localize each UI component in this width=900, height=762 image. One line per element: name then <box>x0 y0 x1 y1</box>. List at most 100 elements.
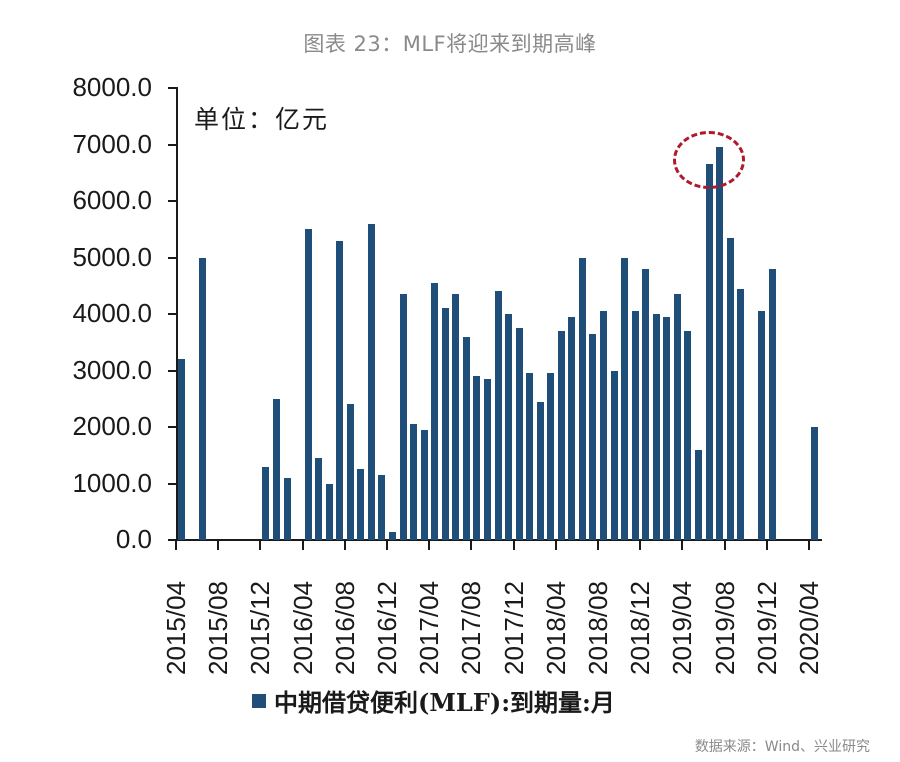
bar-2018-07 <box>589 333 597 540</box>
y-tick-mark <box>168 256 177 259</box>
bar-2018-05 <box>568 316 576 540</box>
bar-2018-04 <box>557 330 565 540</box>
bar-2019-03 <box>673 294 681 540</box>
unit-label: 单位：亿元 <box>194 105 330 134</box>
bar-2016-12 <box>389 531 396 540</box>
bar-2018-10 <box>621 257 629 540</box>
y-tick-mark <box>168 143 177 146</box>
x-tick-mark <box>386 540 388 550</box>
bar-2019-01 <box>652 314 660 540</box>
bar-2016-11 <box>378 475 386 540</box>
x-tick-label-text: 2019/12 <box>751 581 782 675</box>
x-tick-label-text: 2020/04 <box>794 581 824 675</box>
x-tick-label-text: 2019/08 <box>709 581 740 675</box>
chart-title: 图表 23：MLF将迎来到期高峰 <box>303 32 597 56</box>
data-source-note: 数据来源：Wind、兴业研究 <box>694 739 870 755</box>
bar-2019-08 <box>726 237 734 540</box>
bar-2016-02 <box>283 477 291 540</box>
x-tick-mark <box>723 540 726 550</box>
bar-2019-05 <box>694 449 702 540</box>
bar-2017-04 <box>431 282 439 540</box>
x-tick-mark <box>217 540 220 550</box>
bar-2018-09 <box>610 370 618 540</box>
x-tick-mark <box>512 540 515 550</box>
x-tick-mark <box>175 540 177 550</box>
y-tick-label: 8000.0 <box>72 72 152 102</box>
bar-2016-08 <box>346 404 354 540</box>
legend-swatch-icon <box>252 693 266 708</box>
x-tick-label: 2016/04 <box>288 555 318 675</box>
x-tick-label: 2018/12 <box>625 555 656 675</box>
bar-2016-05 <box>315 458 323 540</box>
bar-2018-03 <box>547 373 555 540</box>
y-tick-label: 4000.0 <box>72 298 152 328</box>
y-tick-label: 5000.0 <box>72 241 152 272</box>
bar-2017-10 <box>494 291 502 540</box>
bar-2019-07 <box>716 147 724 540</box>
bar-2019-12 <box>768 268 776 540</box>
y-tick-mark <box>168 200 177 202</box>
x-tick-mark <box>428 540 431 550</box>
bar-2017-02 <box>410 424 418 540</box>
bar-2017-06 <box>452 294 460 540</box>
bar-2016-04 <box>304 229 312 540</box>
bar-2017-05 <box>441 308 449 540</box>
bar-2019-06 <box>705 164 713 540</box>
y-tick-mark <box>168 426 177 428</box>
x-tick-label: 2019/12 <box>751 555 782 675</box>
x-tick-label-text: 2015/08 <box>203 581 234 675</box>
x-tick-label-text: 2017/12 <box>498 581 529 675</box>
x-tick-label: 2018/08 <box>583 555 613 675</box>
x-tick-mark <box>470 540 473 550</box>
bar-2015-04 <box>178 359 185 540</box>
x-tick-label-text: 2015/12 <box>245 581 276 675</box>
x-axis-line <box>170 539 822 541</box>
x-tick-mark <box>808 540 810 550</box>
x-tick-label: 2020/04 <box>794 555 824 675</box>
x-tick-label: 2017/08 <box>456 555 487 675</box>
x-tick-label-text: 2015/04 <box>161 581 191 675</box>
bar-2017-07 <box>462 336 470 540</box>
bar-2018-06 <box>578 257 586 540</box>
x-tick-label-text: 2019/04 <box>667 581 698 675</box>
x-tick-label: 2017/04 <box>414 555 444 675</box>
x-tick-mark <box>259 540 262 550</box>
x-tick-mark <box>765 540 768 550</box>
bar-2019-04 <box>684 330 692 540</box>
bar-2017-12 <box>515 328 523 540</box>
bar-2017-01 <box>399 294 407 540</box>
x-tick-label: 2019/08 <box>709 555 740 675</box>
x-tick-label-text: 2016/12 <box>372 581 402 675</box>
x-tick-mark <box>681 540 684 550</box>
bar-2016-09 <box>357 469 365 540</box>
x-tick-label: 2017/12 <box>498 555 529 675</box>
bar-2017-08 <box>473 376 481 540</box>
y-tick-mark <box>168 313 177 315</box>
bar-2017-11 <box>505 314 513 540</box>
y-tick-label: 3000.0 <box>72 354 152 385</box>
x-tick-label-text: 2018/12 <box>625 581 656 675</box>
bar-2020-04 <box>811 427 818 540</box>
x-tick-label-text: 2016/08 <box>329 581 360 675</box>
y-tick-label: 2000.0 <box>72 411 152 441</box>
x-tick-label-text: 2017/08 <box>456 581 487 675</box>
bar-2016-07 <box>336 240 344 540</box>
x-tick-label: 2016/12 <box>372 555 402 675</box>
x-tick-mark <box>554 540 557 550</box>
x-tick-mark <box>301 540 304 550</box>
x-tick-label: 2019/04 <box>667 555 698 675</box>
legend-label: 中期借贷便利(MLF):到期量:月 <box>274 688 615 717</box>
x-tick-label: 2018/04 <box>540 555 571 675</box>
x-tick-label-text: 2018/04 <box>540 581 571 675</box>
bar-2018-02 <box>536 401 544 540</box>
bar-2016-01 <box>272 398 280 540</box>
peak-highlight-circle <box>673 131 745 189</box>
bar-2015-06 <box>199 257 207 540</box>
y-tick-label: 6000.0 <box>72 185 152 215</box>
bar-2018-01 <box>526 373 534 540</box>
bar-2018-08 <box>600 311 607 540</box>
x-tick-label: 2016/08 <box>329 555 360 675</box>
bar-2019-09 <box>737 288 745 540</box>
bar-2016-10 <box>367 223 375 540</box>
